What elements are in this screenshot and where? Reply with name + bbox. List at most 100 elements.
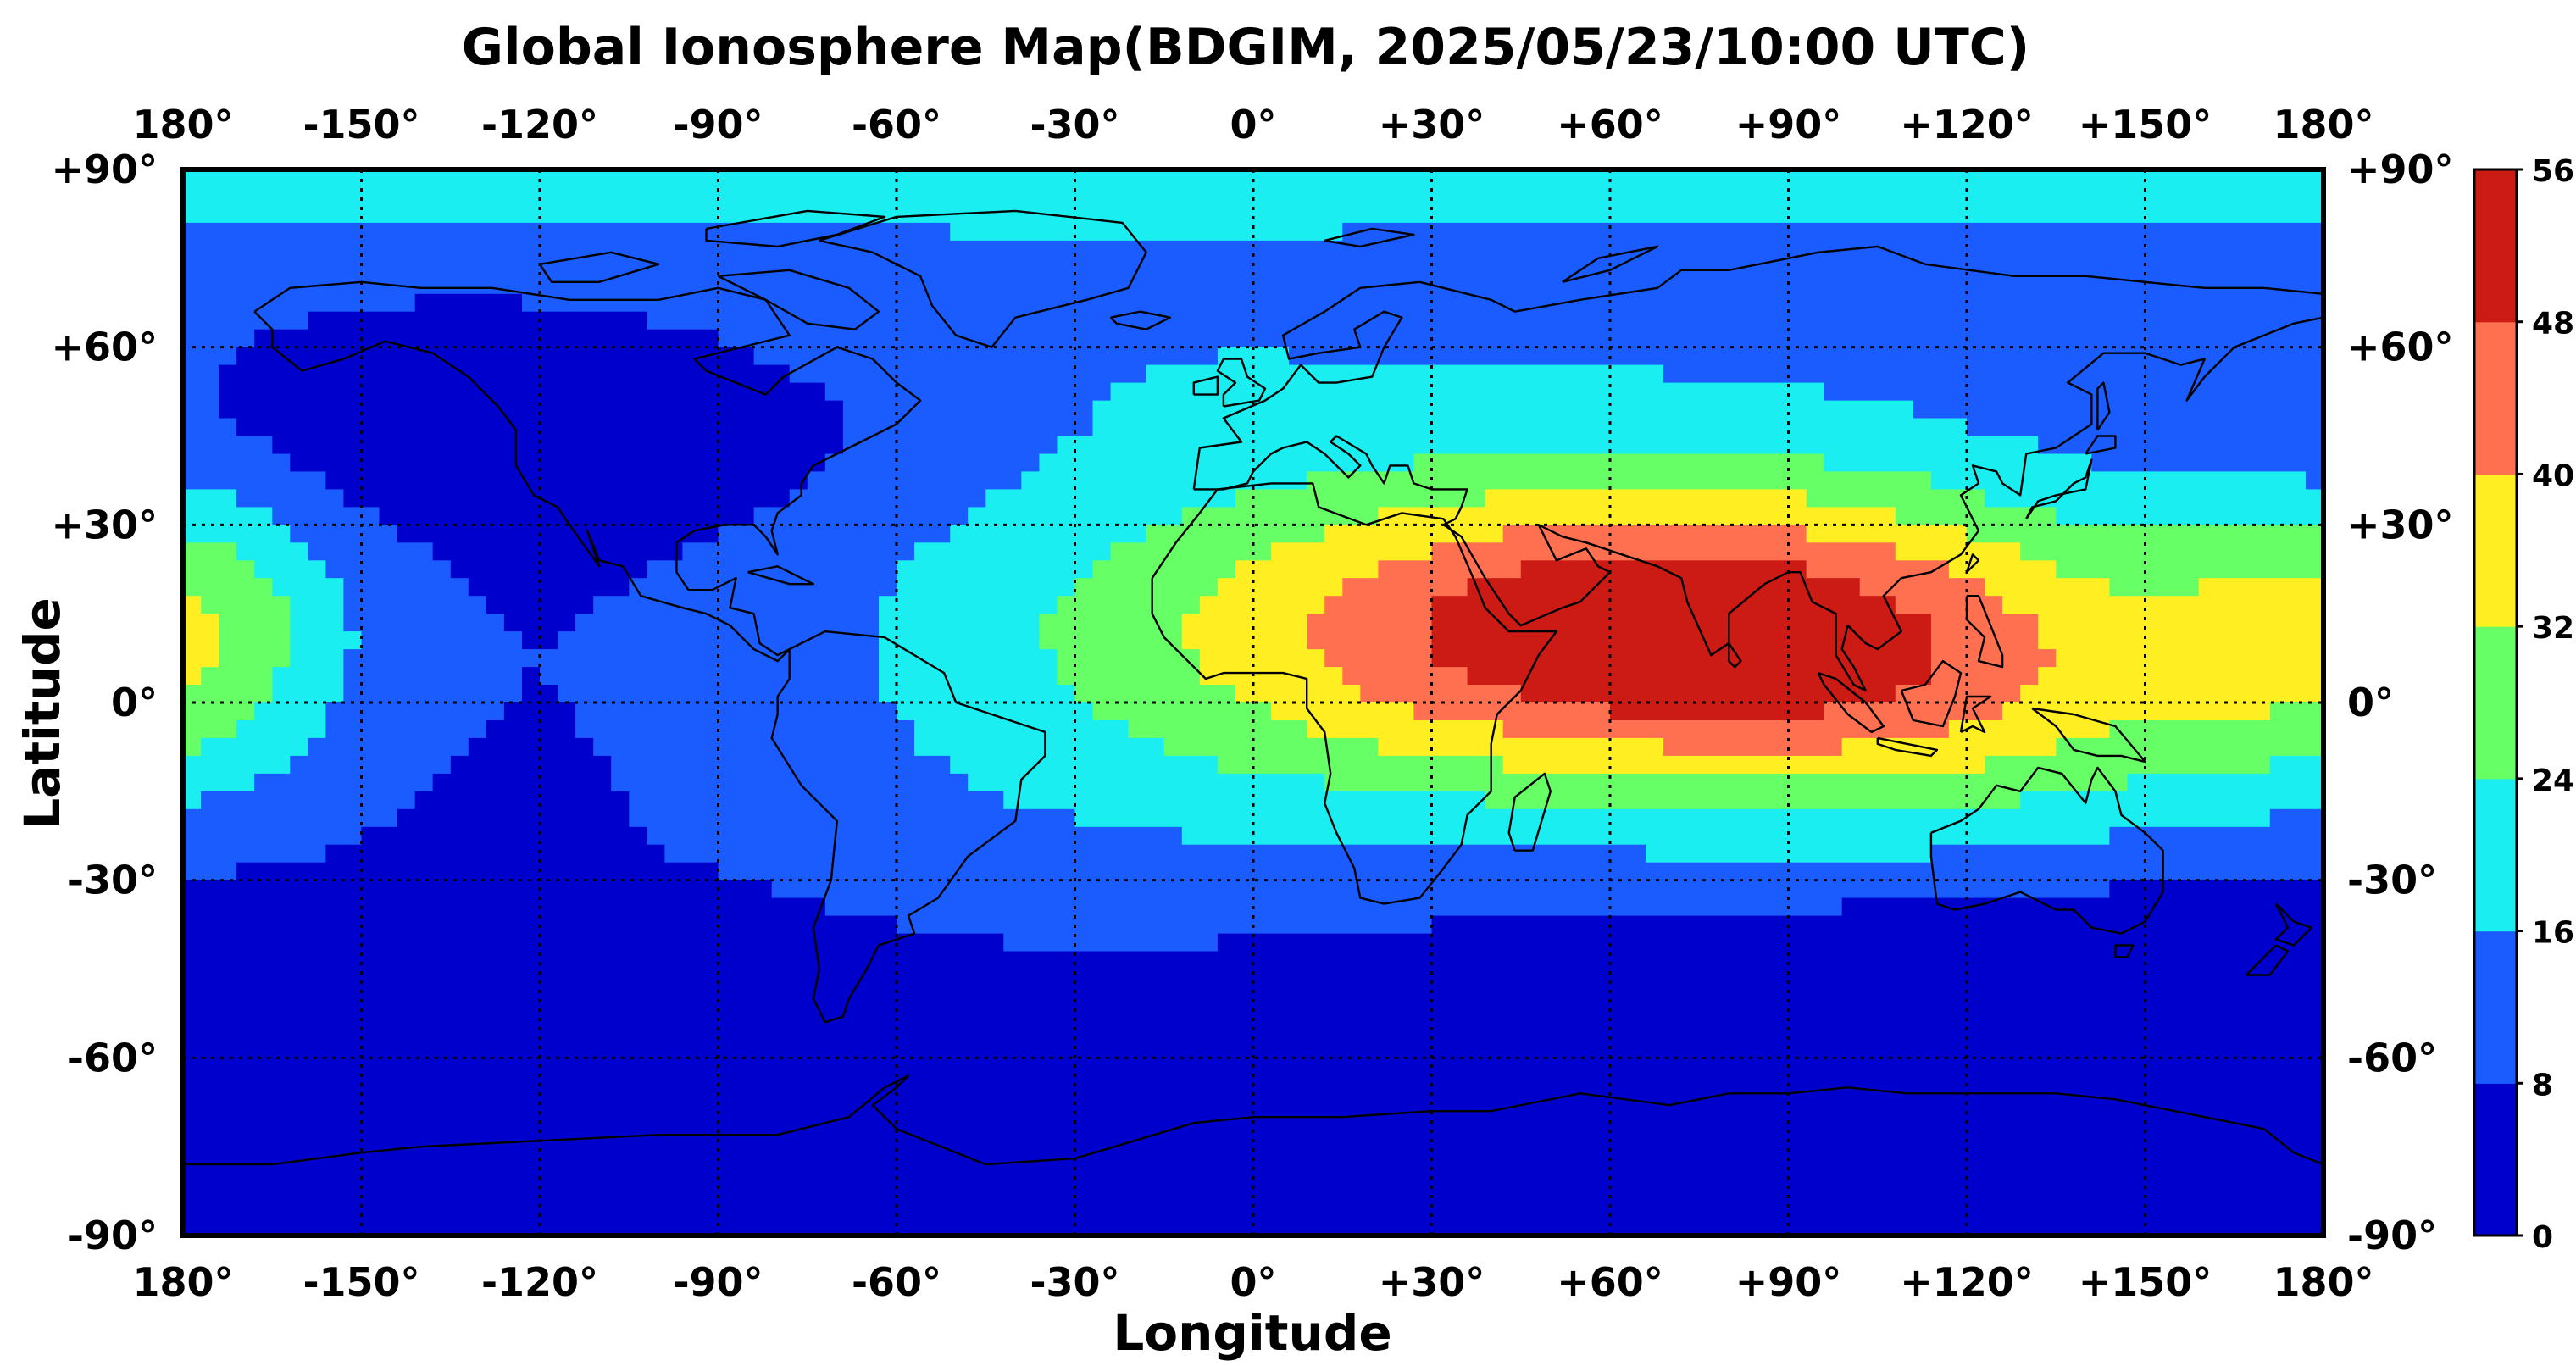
tec-cell bbox=[879, 596, 1058, 614]
tec-cell bbox=[1824, 382, 2324, 402]
tec-cell bbox=[325, 560, 452, 580]
tec-cell bbox=[1163, 737, 1380, 757]
coastline bbox=[183, 1074, 2324, 1166]
tec-cell bbox=[183, 187, 2324, 206]
coastline bbox=[1728, 642, 1742, 669]
tec-cell bbox=[1199, 649, 1325, 668]
tec-cell bbox=[611, 773, 969, 792]
lon-tick-label: -150° bbox=[303, 1259, 419, 1305]
tec-cell bbox=[1378, 737, 1664, 757]
tec-cell bbox=[183, 489, 237, 508]
y-axis-label: Latitude bbox=[14, 597, 71, 830]
tec-cell bbox=[183, 773, 255, 792]
coastline bbox=[539, 251, 660, 283]
tec-cell bbox=[1235, 685, 1362, 703]
tec-cell bbox=[1092, 400, 1914, 419]
tec-cell bbox=[950, 525, 1147, 544]
tec-cell bbox=[254, 329, 719, 348]
tec-cell bbox=[201, 791, 416, 810]
tec-cell bbox=[1181, 507, 1380, 526]
tec-cell bbox=[540, 667, 880, 686]
coastline bbox=[1192, 245, 2325, 692]
tec-cell bbox=[183, 596, 202, 614]
tec-cell bbox=[1859, 578, 1985, 597]
tec-cell bbox=[219, 649, 291, 668]
tec-cell bbox=[2109, 578, 2200, 597]
lon-tick-label: +150° bbox=[2079, 102, 2212, 147]
tec-cell bbox=[914, 737, 1165, 757]
tec-cell bbox=[290, 649, 345, 668]
lon-tick-label: 180° bbox=[132, 102, 233, 147]
tec-cell bbox=[1039, 631, 1183, 650]
coastline bbox=[2096, 381, 2111, 431]
lon-tick-label: +90° bbox=[1735, 1259, 1842, 1305]
tec-cell bbox=[914, 720, 1130, 739]
tec-cell bbox=[1930, 649, 2057, 668]
tec-cell bbox=[2020, 542, 2324, 562]
tec-cell bbox=[361, 826, 648, 846]
tec-cell bbox=[308, 311, 648, 330]
tec-cell bbox=[842, 400, 1094, 419]
tec-cell bbox=[1895, 507, 2057, 526]
tec-cell bbox=[236, 720, 327, 739]
tec-cell bbox=[1502, 755, 1985, 775]
tec-cell bbox=[1413, 702, 1611, 721]
tec-cell bbox=[1948, 720, 2111, 739]
tec-cell bbox=[432, 773, 612, 792]
tec-cell bbox=[1806, 489, 1985, 508]
tec-cell bbox=[183, 560, 255, 580]
tec-cell bbox=[897, 702, 1094, 721]
tec-cell bbox=[254, 702, 327, 721]
tec-cell bbox=[1271, 542, 1433, 562]
tec-cell bbox=[397, 808, 630, 828]
tec-cell bbox=[183, 578, 273, 597]
tec-cell bbox=[897, 578, 1076, 597]
lon-tick-label: +90° bbox=[1735, 102, 1842, 147]
tec-cell bbox=[183, 1040, 2324, 1059]
tec-cell bbox=[201, 596, 291, 614]
tec-cell bbox=[1235, 489, 1486, 508]
tec-cell bbox=[379, 507, 755, 526]
tec-cell bbox=[2038, 631, 2324, 650]
coastlines bbox=[183, 209, 2325, 1166]
tec-cell bbox=[236, 542, 309, 562]
tec-cell bbox=[1057, 436, 2040, 455]
tec-cell bbox=[272, 667, 345, 686]
map-panel bbox=[180, 167, 2326, 1238]
lon-tick-label: -90° bbox=[673, 102, 763, 147]
tec-cell bbox=[1342, 578, 1468, 597]
tec-cell bbox=[575, 720, 915, 739]
tec-cell bbox=[2038, 667, 2324, 686]
tec-cell bbox=[2109, 720, 2324, 739]
tec-cell bbox=[343, 667, 523, 686]
tec-cell bbox=[183, 826, 363, 846]
tec-cell bbox=[2020, 791, 2324, 810]
coastline bbox=[1562, 245, 1659, 283]
tec-cell bbox=[2002, 596, 2324, 614]
tec-cell bbox=[1930, 667, 2039, 686]
graticule bbox=[183, 169, 2323, 1236]
coastline bbox=[1900, 659, 1963, 728]
coastline bbox=[1929, 766, 2164, 935]
tec-cell bbox=[1467, 667, 1932, 686]
tec-cell bbox=[897, 915, 1433, 935]
tec-cell bbox=[522, 293, 2324, 313]
tec-cell bbox=[718, 525, 951, 544]
tec-cell bbox=[824, 453, 1041, 473]
colorbar-label: 8 bbox=[2532, 1068, 2553, 1102]
colorbar-label: 48 bbox=[2532, 307, 2574, 342]
colorbar-label: 32 bbox=[2532, 611, 2574, 646]
tec-cell bbox=[183, 222, 951, 242]
tec-cell bbox=[1092, 560, 1236, 580]
tec-cell bbox=[183, 400, 219, 419]
lon-tick-label: -30° bbox=[1030, 1259, 1119, 1305]
tec-cell bbox=[879, 685, 1076, 703]
tec-cell bbox=[1324, 596, 1433, 614]
tec-cell bbox=[1092, 702, 1272, 721]
tec-cell bbox=[254, 773, 434, 792]
tec-cell bbox=[183, 737, 202, 757]
tec-cell bbox=[1663, 737, 1843, 757]
coastline bbox=[2274, 902, 2313, 947]
tec-cell bbox=[1217, 755, 1504, 775]
tec-cell bbox=[2269, 808, 2324, 828]
